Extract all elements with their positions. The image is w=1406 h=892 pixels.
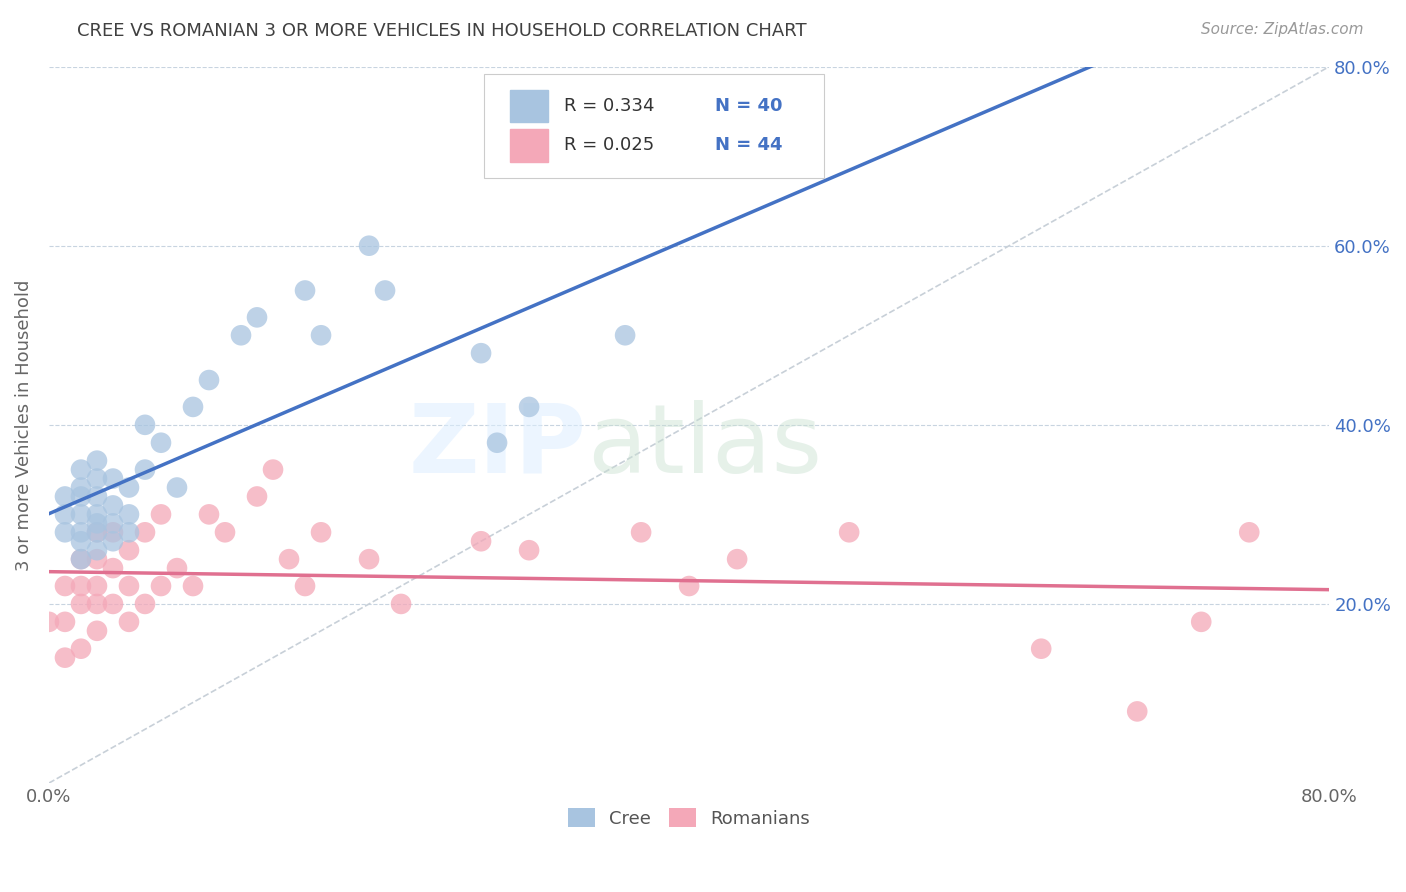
Bar [510,90,548,122]
Point [118,579,141,593]
Point [86,624,108,638]
Point [70,597,93,611]
Point [470,534,492,549]
Point [198,508,221,522]
Text: atlas: atlas [586,400,823,492]
Point [134,525,156,540]
Point [70,552,93,566]
Point [70,534,93,549]
Point [309,328,332,343]
Bar [510,129,548,161]
Point [101,471,124,485]
Point [246,310,269,325]
Point [101,561,124,575]
Point [725,552,748,566]
Point [86,579,108,593]
Point [70,481,93,495]
Point [38,615,60,629]
Point [118,481,141,495]
FancyBboxPatch shape [484,74,824,178]
Point [101,597,124,611]
Point [118,525,141,540]
Point [262,462,284,476]
Point [229,328,252,343]
Point [134,417,156,432]
Point [214,525,236,540]
Text: Source: ZipAtlas.com: Source: ZipAtlas.com [1201,22,1364,37]
Text: CREE VS ROMANIAN 3 OR MORE VEHICLES IN HOUSEHOLD CORRELATION CHART: CREE VS ROMANIAN 3 OR MORE VEHICLES IN H… [77,22,807,40]
Point [86,516,108,531]
Point [53,579,76,593]
Point [357,238,380,252]
Point [294,284,316,298]
Point [630,525,652,540]
Point [118,615,141,629]
Point [118,508,141,522]
Point [53,650,76,665]
Text: R = 0.334: R = 0.334 [564,97,654,115]
Point [181,579,204,593]
Point [86,453,108,467]
Point [198,373,221,387]
Point [70,508,93,522]
Point [70,641,93,656]
Point [101,525,124,540]
Point [118,543,141,558]
Point [294,579,316,593]
Point [486,435,509,450]
Text: R = 0.025: R = 0.025 [564,136,654,154]
Point [53,525,76,540]
Point [150,579,173,593]
Point [838,525,860,540]
Point [70,525,93,540]
Point [1031,641,1053,656]
Point [1239,525,1261,540]
Point [86,552,108,566]
Point [1189,615,1212,629]
Point [70,579,93,593]
Point [470,346,492,360]
Point [517,543,540,558]
Text: ZIP: ZIP [409,400,586,492]
Point [246,490,269,504]
Point [86,490,108,504]
Point [374,284,396,298]
Point [150,508,173,522]
Point [678,579,700,593]
Point [181,400,204,414]
Point [517,400,540,414]
Point [389,597,412,611]
Text: N = 40: N = 40 [714,97,782,115]
Point [134,462,156,476]
Point [70,490,93,504]
Point [278,552,301,566]
Point [309,525,332,540]
Point [86,597,108,611]
Text: N = 44: N = 44 [714,136,782,154]
Point [357,552,380,566]
Point [70,552,93,566]
Point [53,490,76,504]
Point [86,525,108,540]
Point [614,328,637,343]
Legend: Cree, Romanians: Cree, Romanians [561,801,818,835]
Point [101,499,124,513]
Point [70,462,93,476]
Point [150,435,173,450]
Point [86,471,108,485]
Point [166,481,188,495]
Point [166,561,188,575]
Y-axis label: 3 or more Vehicles in Household: 3 or more Vehicles in Household [15,279,32,571]
Point [86,543,108,558]
Point [86,525,108,540]
Point [86,508,108,522]
Point [53,508,76,522]
Point [53,615,76,629]
Point [101,516,124,531]
Point [1126,705,1149,719]
Point [134,597,156,611]
Point [101,534,124,549]
